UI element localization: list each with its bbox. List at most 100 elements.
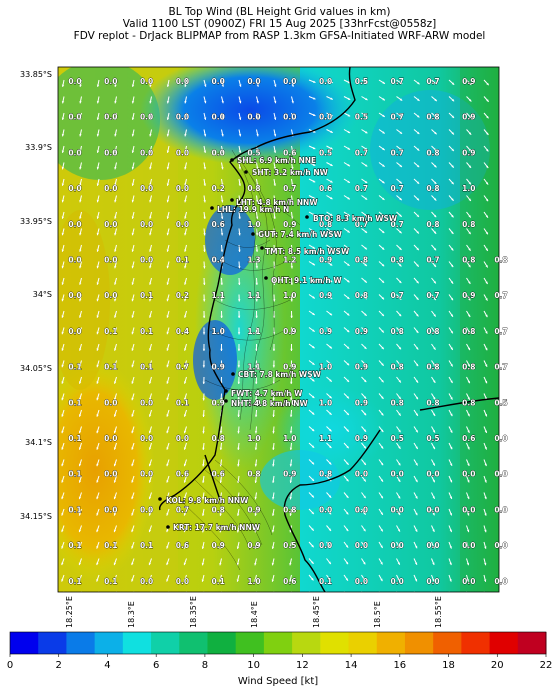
wind-arrow-head [364,197,368,200]
grid-value: 0.8 [212,434,225,443]
grid-value: 0.0 [283,77,296,86]
wind-arrow-head [78,414,82,417]
wind-arrow-head [202,596,204,598]
wind-arrow-head [203,133,207,137]
wind-arrow-head [468,215,471,218]
map-valid-time: Valid 1100 LST (0900Z) FRI 15 Aug 2025 [… [122,18,437,30]
wind-arrow-head [61,199,65,203]
wind-arrow-head [96,166,100,170]
wind-arrow-head [78,447,82,450]
wind-arrow-head [398,479,401,482]
wind-arrow-head [184,133,187,137]
wind-arrow-head [96,513,99,516]
longitude-labels: 18.25°E 18.3°E 18.35°E 18.4°E 18.45°E 18.5°E 1… [65,596,443,628]
wind-arrow-head [79,596,81,598]
wind-arrow-head [468,231,471,235]
wind-arrow-head [271,562,275,566]
map-frame [57,66,500,593]
wind-arrow-head [397,562,400,565]
wind-arrow-head [347,130,351,133]
longitude-label: 18.35°E [189,596,198,628]
wind-arrow-head [202,464,205,467]
wind-arrow-head [184,331,187,335]
wind-arrow-head [363,479,366,482]
colorbar-frame [9,631,547,655]
wind-arrow-head [346,296,350,299]
wind-arrow-head [79,364,82,368]
wind-arrow-head [237,464,240,467]
wind-arrow-head [415,363,419,367]
wind-arrow-head [203,183,206,186]
wind-arrow-head [220,365,223,368]
wind-arrow-head [346,495,349,498]
wind-arrow-head [289,579,292,582]
wind-arrow-head [219,529,222,533]
wind-arrow-head [347,213,350,216]
wind-arrow-head [79,315,82,318]
wind-arrow-head [347,280,350,283]
wind-arrow-head [113,381,117,384]
grid-value: 0.9 [319,256,332,265]
wind-arrow-head [148,397,152,401]
wind-arrow-head [149,117,152,120]
wind-arrow-head [329,428,332,432]
wind-arrow-head [468,115,472,119]
wind-arrow-head [399,164,402,167]
wind-arrow-head [289,414,293,417]
wind-arrow-head [450,430,453,433]
wind-arrow-head [114,216,117,219]
latitude-label: 33.95°S [20,217,52,226]
wind-arrow-head [184,348,187,351]
grid-value: 0.0 [494,505,507,514]
wind-arrow-head [433,347,436,350]
wind-arrow-head [398,413,401,416]
wind-arrow-head [347,197,350,200]
wind-arrow-head [148,463,152,467]
wind-arrow-head [381,214,385,217]
wind-arrow-head [184,364,187,368]
wind-arrow-head [449,546,452,549]
wind-arrow-head [363,412,367,416]
wind-arrow-head [291,183,294,186]
wind-arrow-head [203,249,206,252]
wind-arrow-head [96,562,99,566]
wind-arrow-head [289,513,292,516]
wind-arrow-head [236,579,239,582]
wind-arrow-head [345,528,349,532]
wind-arrow-head [114,232,117,236]
wind-arrow-head [238,150,242,153]
wind-arrow-head [166,282,169,285]
colorbar-title: Wind Speed [kt] [238,676,318,687]
grid-value: 0.7 [494,363,507,372]
wind-arrow-head [149,331,152,335]
wind-arrow-head [219,431,223,434]
wind-arrow-head [237,596,239,598]
wind-arrow-head [432,512,435,516]
grid-value: 1.0 [319,363,332,372]
grid-value: 0.0 [355,505,368,514]
colorbar-tick-label: 20 [491,660,504,671]
wind-arrow-head [289,497,292,500]
wind-arrow-head [202,332,206,335]
wind-arrow-head [61,596,63,598]
grid-value: 0.1 [104,363,117,372]
wind-arrow-head [114,117,117,120]
wind-arrow-head [184,150,187,153]
wind-arrow-head [432,413,436,417]
wind-arrow-head [398,429,401,433]
wind-arrow-head [432,430,435,433]
wind-arrow-head [329,312,333,316]
wind-arrow-head [328,595,330,597]
wind-arrow-head [364,263,367,266]
wind-arrow-head [254,579,257,582]
wind-arrow-head [467,430,470,433]
wind-arrow-head [329,230,333,233]
wind-arrow-head [79,216,82,219]
wind-arrow-head [432,496,435,499]
wind-arrow-head [148,414,152,417]
wind-arrow-head [255,365,258,368]
wind-arrow-head [347,263,350,266]
wind-arrow-head [416,280,419,284]
wind-arrow-head [219,447,223,450]
wind-arrow-head [382,98,385,101]
